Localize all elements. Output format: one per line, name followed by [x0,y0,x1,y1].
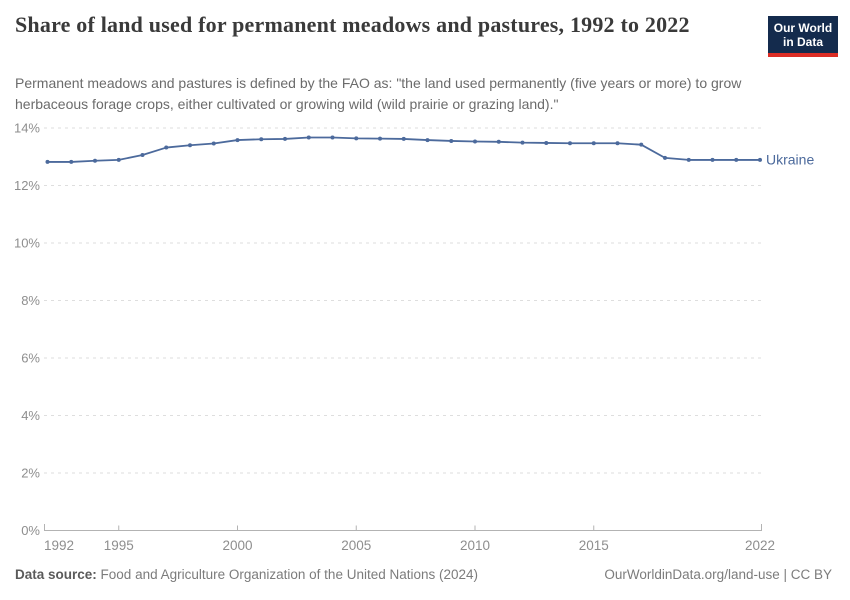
ukraine-data-point[interactable] [283,136,287,141]
y-axis-tick-label: 6% [21,351,40,366]
ukraine-data-point[interactable] [45,159,50,164]
y-axis-tick-label: 14% [14,121,40,136]
ukraine-data-point[interactable] [520,140,525,145]
ukraine-data-point[interactable] [686,157,691,162]
ukraine-data-point[interactable] [568,141,572,146]
x-axis-tick-label: 2022 [745,538,775,553]
ukraine-data-point[interactable] [758,157,762,162]
y-axis-tick-label: 12% [14,178,40,193]
ukraine-data-point[interactable] [211,141,216,146]
ukraine-data-point[interactable] [330,135,335,140]
ukraine-data-point[interactable] [449,138,454,143]
ukraine-data-point[interactable] [116,157,121,162]
y-axis-tick-label: 0% [21,523,40,538]
y-axis-tick-label: 2% [21,466,40,481]
ukraine-data-point[interactable] [188,143,192,148]
x-axis-tick-label: 1992 [44,538,74,553]
x-axis-tick-label: 2000 [222,538,252,553]
ukraine-data-point[interactable] [615,141,620,146]
ukraine-data-point[interactable] [235,138,240,143]
ukraine-data-point[interactable] [639,142,644,147]
ukraine-data-point[interactable] [401,136,406,141]
x-axis-tick-label: 2010 [460,538,490,553]
license-link[interactable]: OurWorldinData.org/land-use | CC BY [604,567,832,582]
y-axis-tick-label: 10% [14,236,40,251]
owid-logo[interactable]: Our World in Data [768,16,838,57]
ukraine-data-point[interactable] [69,159,74,164]
x-axis-tick-label: 2005 [341,538,371,553]
ukraine-data-point[interactable] [378,136,382,141]
ukraine-data-point[interactable] [164,145,169,150]
y-axis-tick-label: 8% [21,293,40,308]
ukraine-data-point[interactable] [473,139,477,144]
data-source-note: Data source: Food and Agriculture Organi… [15,567,478,582]
ukraine-data-point[interactable] [425,138,430,143]
ukraine-data-point[interactable] [496,139,501,144]
ukraine-data-point[interactable] [140,153,145,158]
ukraine-data-point[interactable] [93,158,97,163]
ukraine-data-point[interactable] [306,135,311,140]
y-axis-tick-label: 4% [21,408,40,423]
ukraine-series-label[interactable]: Ukraine [766,151,814,167]
x-axis-tick-label: 2015 [579,538,609,553]
ukraine-data-point[interactable] [663,155,667,160]
ukraine-data-point[interactable] [710,157,715,162]
page-title: Share of land used for permanent meadows… [15,12,690,37]
ukraine-data-point[interactable] [734,157,739,162]
x-axis-tick-label: 1995 [104,538,134,553]
chart-plot-area[interactable] [44,120,762,532]
data-source-value: Food and Agriculture Organization of the… [100,567,479,582]
ukraine-data-point[interactable] [591,141,596,146]
ukraine-data-point[interactable] [259,137,264,142]
data-source-label: Data source: [15,567,97,582]
chart-subtitle: Permanent meadows and pastures is define… [15,75,742,112]
owid-logo-line2: in Data [782,35,823,49]
ukraine-data-point[interactable] [544,140,549,145]
ukraine-data-point[interactable] [354,136,359,141]
owid-logo-line1: Our World [773,21,833,35]
